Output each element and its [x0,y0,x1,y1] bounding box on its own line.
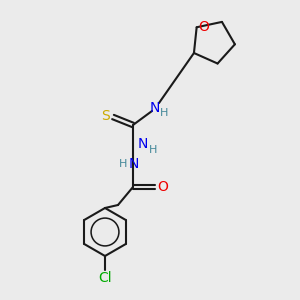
Text: N: N [138,137,148,151]
Text: Cl: Cl [98,271,112,285]
Text: N: N [150,101,160,115]
Text: H: H [119,159,127,169]
Text: S: S [100,109,109,123]
Text: H: H [160,108,168,118]
Text: H: H [149,145,157,155]
Text: O: O [158,180,168,194]
Text: N: N [129,157,139,171]
Text: O: O [198,20,209,34]
